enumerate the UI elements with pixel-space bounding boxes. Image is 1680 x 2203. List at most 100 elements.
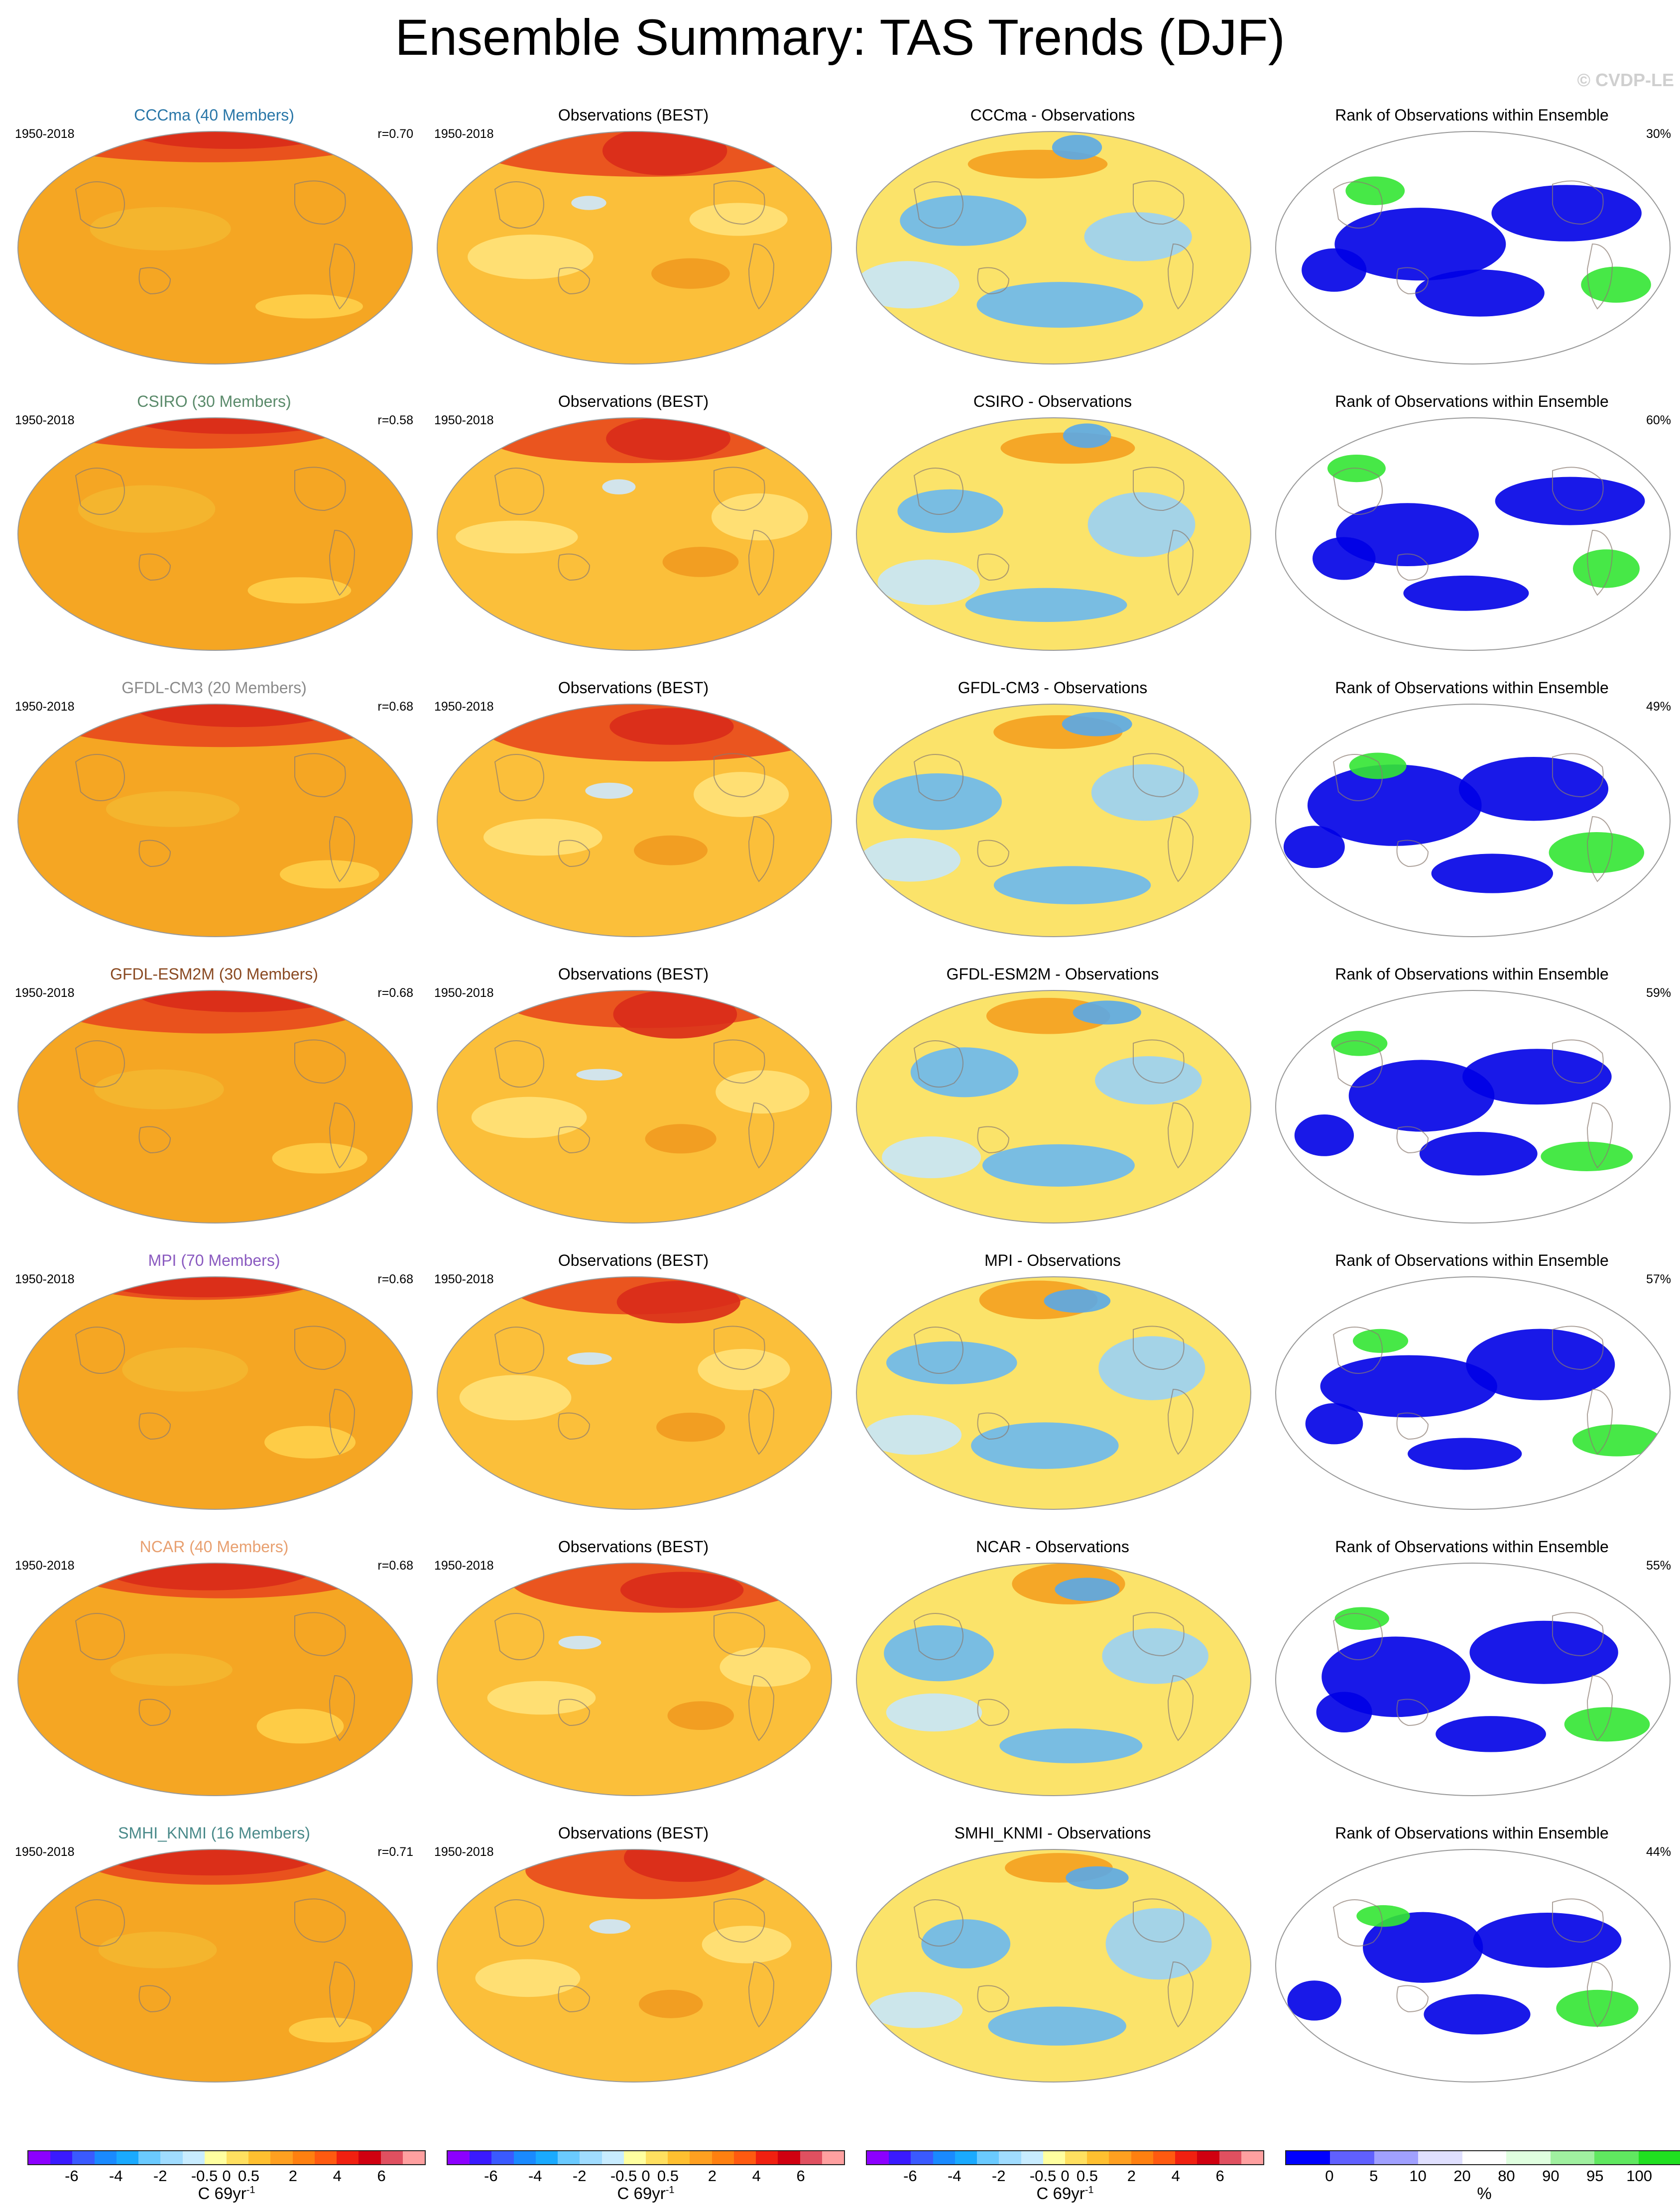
panel-title: GFDL-ESM2M (30 Members)	[5, 965, 423, 983]
panel-title: CCCma (40 Members)	[5, 106, 423, 124]
obs-map	[435, 1275, 834, 1511]
colorbar-cells	[866, 2150, 1264, 2165]
colorbar-tick-label: 6	[377, 2167, 385, 2185]
colorbar-swatch	[1065, 2151, 1087, 2164]
obs-map	[435, 129, 834, 366]
colorbar-swatch	[867, 2151, 889, 2164]
colorbar-tick-label: 5	[1369, 2167, 1378, 2185]
colorbar-tick-label: -2	[153, 2167, 167, 2185]
colorbar-tick-label: 2	[1127, 2167, 1136, 2185]
colorbar-swatch	[227, 2151, 248, 2164]
panel-title: CCCma - Observations	[843, 106, 1262, 124]
unit-exponent: -1	[666, 2185, 675, 2196]
rank-map	[1274, 1275, 1672, 1511]
map-panel-diff: GFDL-CM3 - Observations	[843, 670, 1262, 956]
colorbar-swatch	[1286, 2151, 1330, 2164]
colorbar-units: C 69yr-1	[447, 2184, 845, 2203]
panel-title: Rank of Observations within Ensemble	[1263, 679, 1680, 697]
colorbar-swatch	[756, 2151, 778, 2164]
obs-map	[435, 416, 834, 652]
panel-title: SMHI_KNMI (16 Members)	[5, 1824, 423, 1842]
colorbar-tick-label: 0	[222, 2167, 231, 2185]
panel-title: Observations (BEST)	[424, 106, 842, 124]
colorbar-tick-label: 0.5	[1077, 2167, 1098, 2185]
panel-title: Observations (BEST)	[424, 1824, 842, 1842]
colorbar-swatch	[359, 2151, 380, 2164]
colorbar-swatch	[470, 2151, 491, 2164]
colorbar-swatch	[95, 2151, 117, 2164]
panel-title: Rank of Observations within Ensemble	[1263, 1251, 1680, 1270]
colorbar-tick-label: -2	[992, 2167, 1006, 2185]
colorbar-tick-label: 2	[708, 2167, 717, 2185]
diff-map	[854, 1275, 1253, 1511]
unit-text: C 69yr	[198, 2184, 246, 2203]
diff-map	[854, 1561, 1253, 1798]
model-map	[16, 1275, 414, 1511]
colorbar-swatch	[536, 2151, 558, 2164]
rank-map	[1274, 416, 1672, 652]
colorbar-units: C 69yr-1	[27, 2184, 426, 2203]
colorbar-swatch	[1374, 2151, 1418, 2164]
map-panel-diff: CSIRO - Observations	[843, 383, 1262, 670]
colorbar-tick-label: 80	[1498, 2167, 1515, 2185]
colorbar-swatch	[403, 2151, 425, 2164]
panel-title: Rank of Observations within Ensemble	[1263, 1824, 1680, 1842]
map-panel-obs: Observations (BEST)1950-2018	[424, 1242, 842, 1529]
colorbar-swatch	[999, 2151, 1021, 2164]
panel-title: NCAR (40 Members)	[5, 1538, 423, 1556]
colorbar-tick-label: 10	[1409, 2167, 1426, 2185]
copyright-watermark: © CVDP-LE	[1577, 70, 1674, 91]
model-map	[16, 416, 414, 652]
colorbar-swatch	[72, 2151, 94, 2164]
obs-map	[435, 988, 834, 1225]
colorbar-swatch	[138, 2151, 160, 2164]
panel-title: Rank of Observations within Ensemble	[1263, 106, 1680, 124]
map-panel-diff: NCAR - Observations	[843, 1529, 1262, 1815]
diff-map	[854, 416, 1253, 652]
colorbar-swatch	[1197, 2151, 1219, 2164]
colorbar-swatch	[1109, 2151, 1131, 2164]
colorbar-tick-label: 0	[1325, 2167, 1333, 2185]
colorbar-swatch	[160, 2151, 182, 2164]
colorbar-units: C 69yr-1	[866, 2184, 1264, 2203]
panel-title: CSIRO - Observations	[843, 392, 1262, 411]
colorbar-swatch	[734, 2151, 756, 2164]
panel-title: SMHI_KNMI - Observations	[843, 1824, 1262, 1842]
colorbar-tick-label: 0	[641, 2167, 650, 2185]
map-panel-diff: MPI - Observations	[843, 1242, 1262, 1529]
colorbar-swatch	[1594, 2151, 1638, 2164]
colorbar-tick-label: 0.5	[657, 2167, 679, 2185]
colorbar-tick-label: -4	[528, 2167, 542, 2185]
diff-map	[854, 1847, 1253, 2084]
colorbar-swatch	[1506, 2151, 1550, 2164]
rank-map	[1274, 1561, 1672, 1798]
panel-title: Rank of Observations within Ensemble	[1263, 1538, 1680, 1556]
panel-title: GFDL-ESM2M - Observations	[843, 965, 1262, 983]
colorbar-tick-label: 6	[1215, 2167, 1224, 2185]
colorbar-swatch	[514, 2151, 536, 2164]
colorbar-swatch	[381, 2151, 403, 2164]
map-panel-obs: Observations (BEST)1950-2018	[424, 383, 842, 670]
unit-text: C 69yr	[617, 2184, 666, 2203]
colorbar-swatch	[1639, 2151, 1680, 2164]
colorbar-swatch	[1087, 2151, 1109, 2164]
colorbar-swatch	[1021, 2151, 1043, 2164]
colorbar-tick-label: -6	[903, 2167, 917, 2185]
colorbar-units: %	[1285, 2184, 1680, 2203]
map-panel-diff: CCCma - Observations	[843, 97, 1262, 383]
colorbar-swatch	[448, 2151, 470, 2164]
panel-title: NCAR - Observations	[843, 1538, 1262, 1556]
colorbar-tick-label: -2	[573, 2167, 587, 2185]
colorbar-swatch	[491, 2151, 513, 2164]
colorbar-swatch	[1131, 2151, 1153, 2164]
unit-exponent: -1	[246, 2185, 255, 2196]
colorbar-swatch	[315, 2151, 337, 2164]
